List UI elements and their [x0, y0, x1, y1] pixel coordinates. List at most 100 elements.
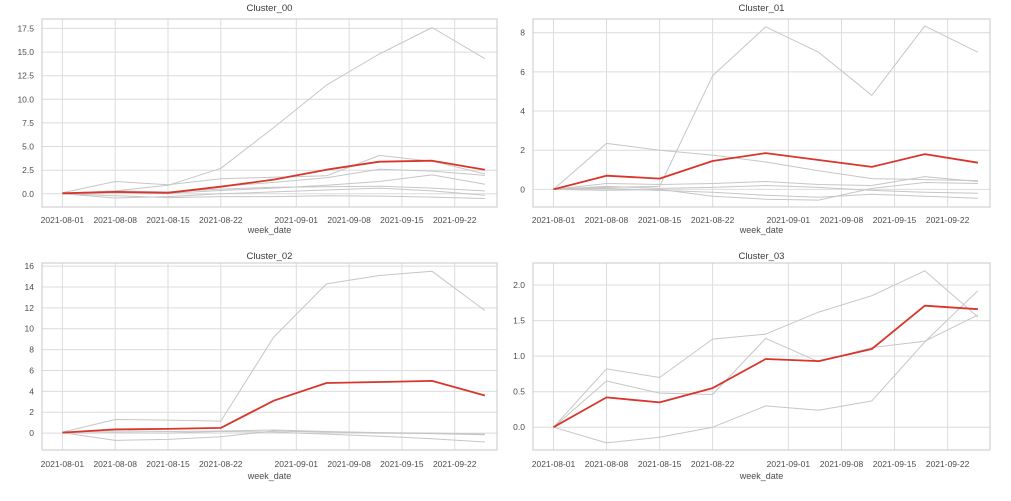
y-tick-label: 2.0 — [513, 280, 525, 290]
y-tick-label: 10.0 — [17, 94, 34, 104]
x-axis-title: week_date — [739, 225, 784, 235]
x-tick-label: 2021-09-15 — [380, 459, 424, 469]
plot-border — [532, 18, 991, 208]
x-tick-label: 2021-09-15 — [380, 215, 424, 225]
x-tick-label: 2021-08-01 — [41, 215, 85, 225]
series-line-member_2 — [62, 155, 486, 194]
x-tick-label: 2021-09-01 — [275, 459, 319, 469]
x-axis-title: week_date — [739, 471, 784, 481]
x-tick-label: 2021-09-15 — [873, 215, 917, 225]
x-tick-label: 2021-09-22 — [433, 215, 477, 225]
x-tick-label: 2021-09-08 — [820, 459, 864, 469]
x-tick-label: 2021-09-01 — [767, 215, 811, 225]
y-tick-label: 2 — [29, 407, 34, 417]
y-tick-label: 0.0 — [513, 422, 525, 432]
y-tick-label: 6 — [29, 366, 34, 376]
line-chart-cluster-03: 2021-08-01 2021-08-08 2021-08-15 2021-08-22… — [513, 262, 991, 469]
x-tick-label: 2021-08-08 — [585, 459, 629, 469]
x-axis-title: week_date — [247, 225, 292, 235]
x-tick-label: 2021-09-01 — [275, 215, 319, 225]
x-tick-label: 2021-09-22 — [433, 459, 477, 469]
x-axis-title: week_date — [247, 471, 292, 481]
y-tick-label: 16 — [25, 261, 35, 271]
x-tick-label: 2021-08-15 — [146, 459, 190, 469]
x-tick-label: 2021-08-01 — [41, 459, 85, 469]
x-tick-label: 2021-08-01 — [532, 215, 576, 225]
y-tick-label: 2.5 — [22, 165, 34, 175]
plot-border — [41, 18, 498, 208]
x-tick-label: 2021-08-01 — [532, 459, 576, 469]
x-tick-label: 2021-09-08 — [327, 459, 371, 469]
y-tick-label: 7.5 — [22, 118, 34, 128]
chart-title: Cluster_02 — [246, 251, 293, 262]
x-tick-label: 2021-09-22 — [926, 215, 970, 225]
series-line-member_5 — [553, 182, 978, 201]
series-line-member_1 — [62, 27, 486, 195]
y-tick-label: 0.5 — [513, 387, 525, 397]
x-tick-label: 2021-08-22 — [199, 459, 243, 469]
x-tick-label: 2021-08-22 — [199, 215, 243, 225]
series-line-cluster_mean — [62, 379, 486, 434]
chart-panel-cluster-00: Cluster_00 2021-08-01 2021-08-08 2021-08-1… — [0, 0, 505, 250]
x-tick-label: 2021-08-22 — [691, 215, 735, 225]
series-line-member_2 — [553, 314, 979, 428]
y-tick-label: 5.0 — [22, 142, 34, 152]
y-tick-label: 4 — [29, 386, 34, 396]
chart-panel-cluster-03: Cluster_03 2021-08-01 2021-08-08 2021-08-1… — [505, 250, 1011, 501]
x-tick-label: 2021-09-15 — [873, 459, 917, 469]
plot-border — [532, 262, 991, 451]
chart-title: Cluster_01 — [738, 3, 785, 14]
y-tick-label: 8 — [29, 345, 34, 355]
x-tick-label: 2021-08-22 — [691, 459, 735, 469]
series-line-member_1 — [553, 25, 979, 190]
series-line-member_3 — [553, 176, 978, 190]
x-tick-label: 2021-09-08 — [327, 215, 371, 225]
y-tick-label: 2 — [520, 145, 525, 155]
x-tick-label: 2021-08-08 — [585, 215, 629, 225]
x-tick-label: 2021-09-01 — [767, 459, 811, 469]
x-tick-label: 2021-08-15 — [146, 215, 190, 225]
series-line-cluster_mean — [62, 159, 486, 195]
series-line-member_3 — [62, 429, 485, 435]
y-tick-label: 17.5 — [17, 23, 34, 33]
chart-panel-cluster-02: Cluster_02 2021-08-01 2021-08-08 2021-08-1… — [0, 250, 505, 501]
line-chart-cluster-01: 2021-08-01 2021-08-08 2021-08-15 2021-08-22… — [520, 18, 991, 225]
plot-border — [41, 262, 498, 451]
x-tick-label: 2021-08-08 — [93, 215, 137, 225]
series-line-member_1 — [62, 270, 486, 433]
y-tick-label: 0 — [29, 428, 34, 438]
y-tick-label: 12.5 — [17, 71, 34, 81]
line-chart-cluster-02: 2021-08-01 2021-08-08 2021-08-15 2021-08-22… — [25, 261, 498, 469]
y-tick-label: 15.0 — [17, 47, 34, 57]
series-line-member_7 — [62, 193, 485, 199]
y-tick-label: 6 — [520, 67, 525, 77]
x-tick-label: 2021-08-15 — [638, 215, 682, 225]
series-line-member_5 — [62, 185, 485, 194]
series-line-member_6 — [553, 187, 978, 199]
x-tick-label: 2021-08-15 — [638, 459, 682, 469]
x-tick-label: 2021-09-08 — [820, 215, 864, 225]
x-tick-label: 2021-08-08 — [93, 459, 137, 469]
series-line-cluster_mean — [553, 152, 979, 191]
y-tick-label: 10 — [25, 324, 35, 334]
series-line-member_4 — [553, 185, 978, 194]
y-tick-label: 1.5 — [513, 316, 525, 326]
series-line-member_4 — [62, 431, 485, 443]
y-tick-label: 12 — [25, 303, 35, 313]
series-line-member_6 — [62, 187, 485, 199]
y-tick-label: 14 — [25, 282, 35, 292]
chart-title: Cluster_00 — [246, 3, 293, 14]
y-tick-label: 4 — [520, 106, 525, 116]
chart-panel-cluster-01: Cluster_01 2021-08-01 2021-08-08 2021-08-1… — [505, 0, 1011, 250]
y-tick-label: 0.0 — [22, 189, 34, 199]
series-line-member_1 — [553, 270, 979, 428]
y-tick-label: 0 — [520, 184, 525, 194]
y-tick-label: 8 — [520, 28, 525, 38]
series-line-member_3 — [553, 290, 979, 444]
x-tick-label: 2021-09-22 — [926, 459, 970, 469]
chart-title: Cluster_03 — [738, 251, 785, 262]
line-chart-cluster-00: 2021-08-01 2021-08-08 2021-08-15 2021-08-22… — [17, 18, 498, 225]
series-line-cluster_mean — [553, 304, 978, 428]
y-tick-label: 1.0 — [513, 351, 525, 361]
